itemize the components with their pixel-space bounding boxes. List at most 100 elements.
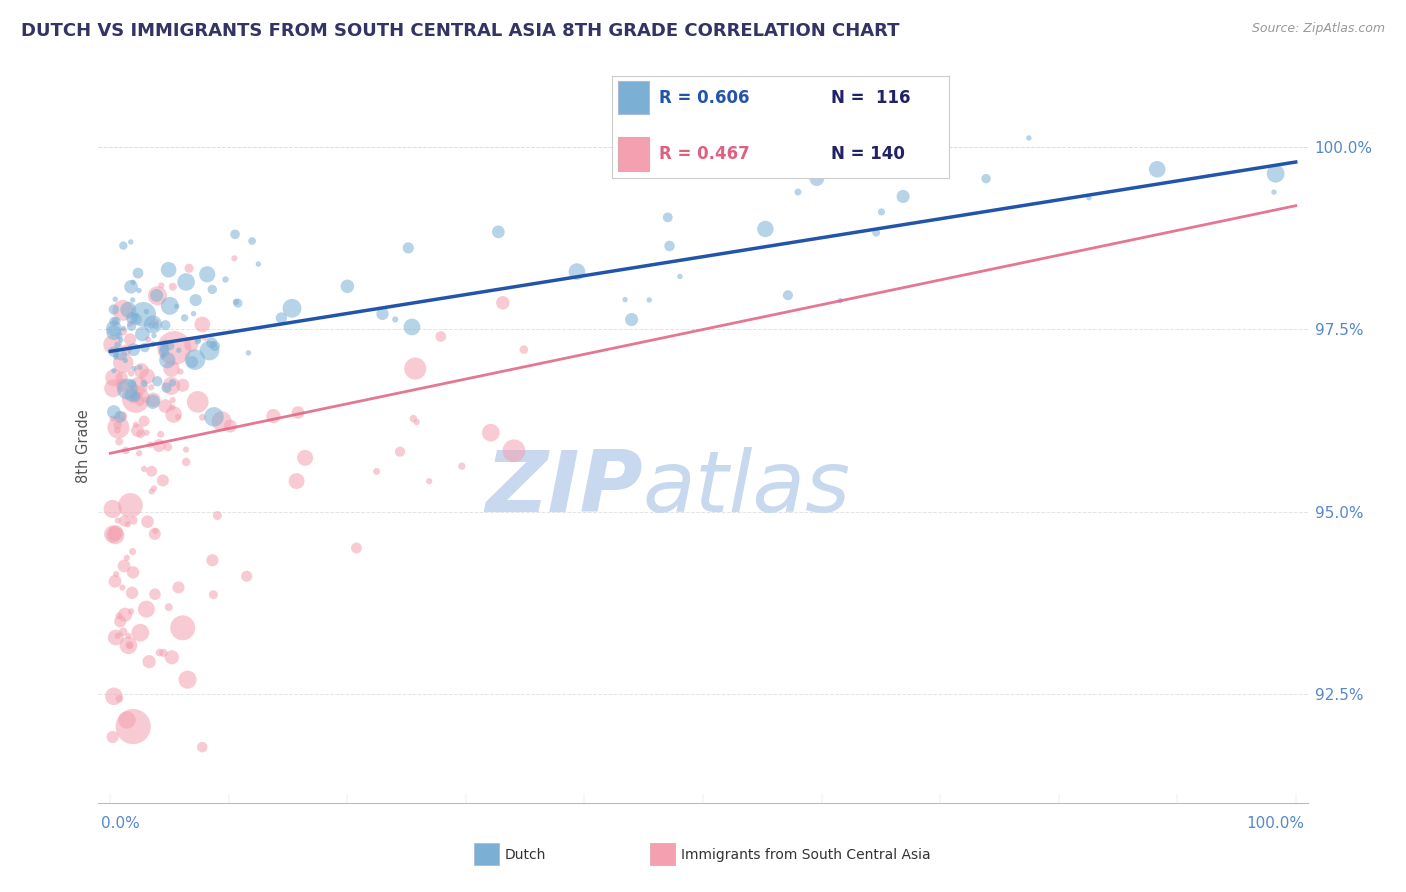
Point bbox=[159, 299, 181, 313]
Point bbox=[131, 326, 153, 341]
Point bbox=[135, 425, 157, 440]
Point bbox=[103, 370, 125, 384]
Point bbox=[129, 388, 152, 402]
Point bbox=[112, 624, 135, 639]
Point bbox=[872, 159, 894, 173]
Point bbox=[396, 241, 419, 255]
Point bbox=[384, 312, 406, 326]
Point bbox=[1263, 185, 1285, 199]
Point bbox=[156, 353, 179, 368]
Point bbox=[157, 262, 180, 277]
Point bbox=[503, 443, 526, 458]
Point bbox=[184, 293, 207, 307]
Point bbox=[162, 279, 184, 293]
Point bbox=[152, 349, 174, 363]
Point bbox=[129, 426, 152, 441]
Point bbox=[183, 307, 205, 321]
Point bbox=[492, 295, 515, 310]
Point bbox=[247, 257, 270, 271]
Point bbox=[103, 302, 125, 317]
Point bbox=[224, 227, 246, 242]
Point bbox=[226, 296, 249, 310]
Point bbox=[120, 333, 142, 347]
Point bbox=[149, 427, 172, 442]
Point bbox=[142, 482, 165, 496]
Point bbox=[620, 312, 643, 326]
Point bbox=[145, 315, 167, 329]
Point bbox=[149, 645, 172, 659]
Point bbox=[162, 376, 184, 390]
Point bbox=[145, 524, 167, 538]
Point bbox=[104, 574, 127, 589]
Point bbox=[110, 333, 132, 347]
Point bbox=[187, 334, 209, 349]
Point bbox=[162, 393, 184, 408]
Point bbox=[114, 514, 136, 528]
Point bbox=[103, 690, 125, 704]
Point bbox=[105, 314, 128, 328]
Text: R = 0.606: R = 0.606 bbox=[659, 89, 749, 107]
Point bbox=[128, 378, 150, 392]
Point bbox=[669, 269, 692, 284]
Point bbox=[104, 526, 127, 541]
Point bbox=[117, 302, 139, 317]
Point bbox=[107, 513, 129, 527]
Point bbox=[159, 339, 181, 353]
Point bbox=[118, 638, 141, 652]
Point bbox=[366, 464, 388, 478]
Point bbox=[134, 392, 156, 407]
Point bbox=[108, 615, 131, 629]
Point bbox=[121, 319, 143, 334]
Point bbox=[122, 566, 145, 580]
Point bbox=[430, 329, 453, 343]
Point bbox=[638, 293, 661, 307]
Point bbox=[240, 234, 263, 248]
Point bbox=[127, 388, 149, 402]
Point bbox=[121, 376, 143, 391]
Point bbox=[202, 409, 225, 424]
Point bbox=[776, 288, 799, 302]
Point bbox=[172, 621, 194, 635]
Point bbox=[101, 730, 124, 744]
Point bbox=[103, 364, 125, 378]
Point bbox=[974, 171, 997, 186]
Point bbox=[865, 226, 887, 240]
Point bbox=[108, 329, 131, 343]
Point bbox=[1264, 167, 1286, 181]
Point bbox=[177, 261, 200, 276]
Point bbox=[128, 360, 150, 375]
Point bbox=[125, 392, 148, 406]
Point bbox=[143, 328, 166, 343]
Point bbox=[115, 343, 138, 357]
Point bbox=[155, 318, 177, 332]
Point bbox=[153, 337, 176, 351]
Point bbox=[148, 438, 170, 452]
Point bbox=[103, 314, 125, 328]
Point bbox=[103, 405, 125, 419]
Point bbox=[129, 394, 152, 409]
Point bbox=[479, 425, 502, 440]
Point bbox=[111, 303, 134, 318]
Point bbox=[117, 629, 139, 643]
Point bbox=[211, 414, 233, 428]
Point bbox=[658, 239, 681, 253]
Point bbox=[128, 284, 150, 298]
Point bbox=[104, 348, 127, 362]
Point bbox=[114, 353, 136, 368]
Point bbox=[125, 312, 148, 326]
Point bbox=[124, 390, 146, 404]
Point bbox=[125, 308, 148, 322]
Point bbox=[214, 272, 236, 286]
Point bbox=[153, 342, 176, 356]
Point bbox=[285, 474, 308, 488]
Point bbox=[405, 415, 427, 429]
Text: 0.0%: 0.0% bbox=[101, 816, 141, 830]
Point bbox=[104, 350, 127, 364]
Point bbox=[122, 361, 145, 376]
Point bbox=[135, 602, 157, 616]
Point bbox=[108, 409, 131, 424]
Point bbox=[112, 559, 135, 574]
Point bbox=[169, 365, 191, 379]
Point bbox=[142, 337, 165, 351]
Point bbox=[110, 348, 132, 362]
